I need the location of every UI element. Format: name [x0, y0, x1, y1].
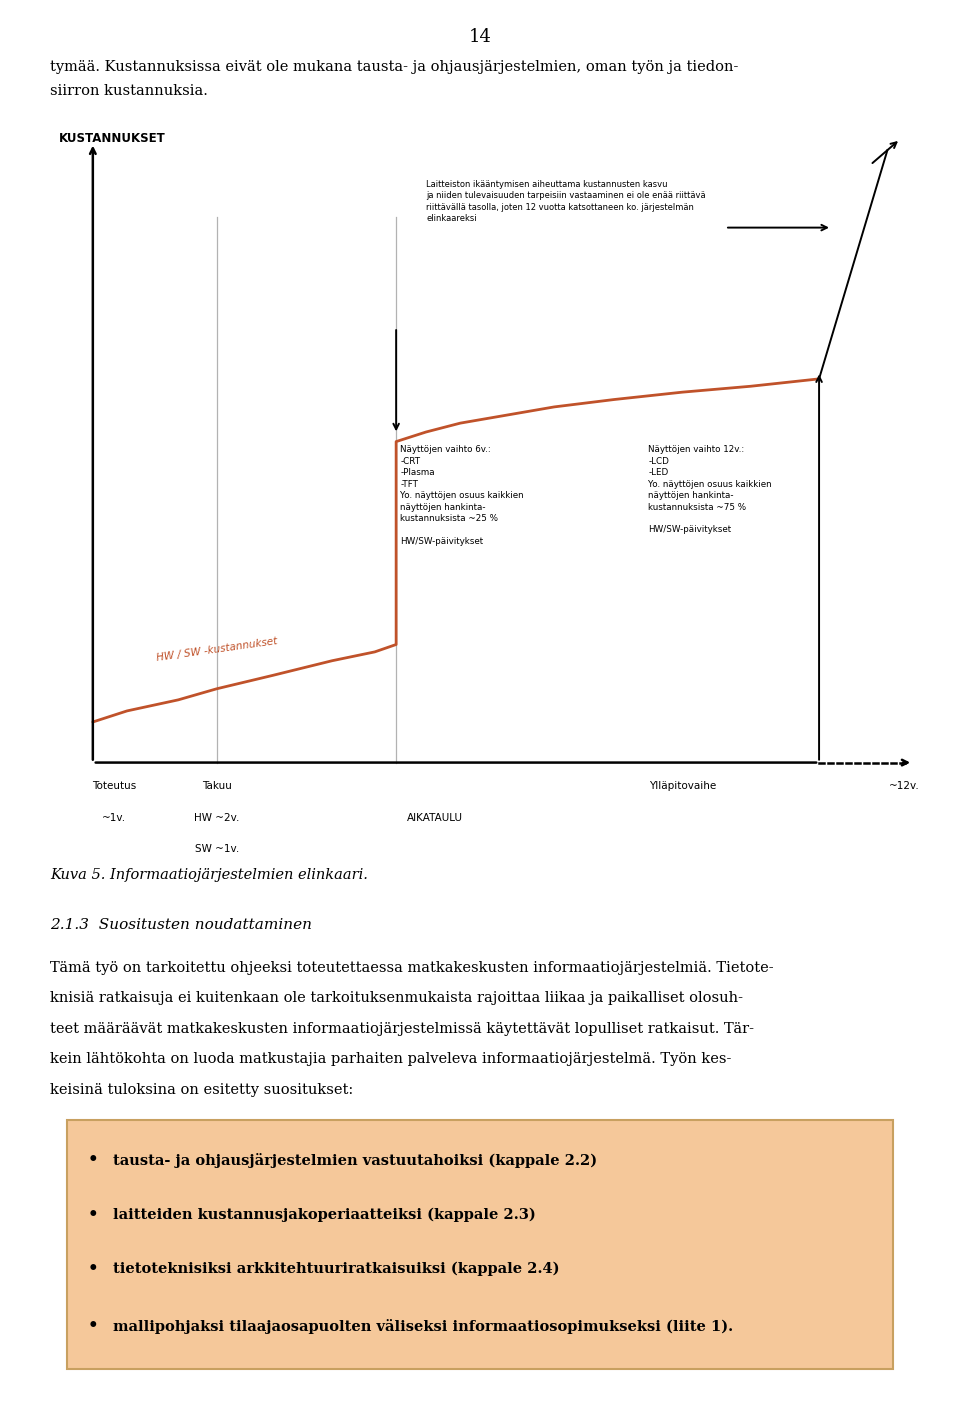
Text: AIKATAULU: AIKATAULU [407, 813, 463, 823]
Text: Kuva 5. Informaatiojärjestelmien elinkaari.: Kuva 5. Informaatiojärjestelmien elinkaa… [50, 868, 368, 883]
Text: •: • [88, 1260, 99, 1279]
Text: 14: 14 [468, 28, 492, 47]
Text: 2.1.3  Suositusten noudattaminen: 2.1.3 Suositusten noudattaminen [50, 918, 312, 932]
Text: Takuu: Takuu [202, 780, 231, 790]
Text: tausta- ja ohjausjärjestelmien vastuutahoiksi (kappale 2.2): tausta- ja ohjausjärjestelmien vastuutah… [112, 1152, 597, 1168]
Text: kein lähtökohta on luoda matkustajia parhaiten palveleva informaatiojärjestelmä.: kein lähtökohta on luoda matkustajia par… [50, 1053, 732, 1066]
Text: teet määräävät matkakeskusten informaatiojärjestelmissä käytettävät lopulliset r: teet määräävät matkakeskusten informaati… [50, 1022, 754, 1036]
Text: •: • [88, 1317, 99, 1335]
Text: Näyttöjen vaihto 12v.:
-LCD
-LED
Yo. näyttöjen osuus kaikkien
näyttöjen hankinta: Näyttöjen vaihto 12v.: -LCD -LED Yo. näy… [648, 446, 772, 535]
Text: mallipohjaksi tilaajaosapuolten väliseksi informaatiosopimukseksi (liite 1).: mallipohjaksi tilaajaosapuolten väliseks… [112, 1318, 732, 1334]
Text: Ylläpitovaihe: Ylläpitovaihe [649, 780, 716, 790]
Text: knisiä ratkaisuja ei kuitenkaan ole tarkoituksenmukaista rajoittaa liikaa ja pai: knisiä ratkaisuja ei kuitenkaan ole tark… [50, 990, 743, 1005]
Text: Näyttöjen vaihto 6v.:
-CRT
-Plasma
-TFT
Yo. näyttöjen osuus kaikkien
näyttöjen h: Näyttöjen vaihto 6v.: -CRT -Plasma -TFT … [400, 446, 524, 546]
Text: keisinä tuloksina on esitetty suositukset:: keisinä tuloksina on esitetty suositukse… [50, 1083, 353, 1097]
Text: •: • [88, 1206, 99, 1223]
Text: tymää. Kustannuksissa eivät ole mukana tausta- ja ohjausjärjestelmien, oman työn: tymää. Kustannuksissa eivät ole mukana t… [50, 60, 738, 74]
FancyBboxPatch shape [67, 1121, 893, 1368]
Text: HW ~2v.: HW ~2v. [194, 813, 239, 823]
Text: SW ~1v.: SW ~1v. [195, 844, 239, 854]
Text: laitteiden kustannusjakoperiaatteiksi (kappale 2.3): laitteiden kustannusjakoperiaatteiksi (k… [112, 1208, 536, 1222]
Text: HW / SW -kustannukset: HW / SW -kustannukset [156, 636, 277, 663]
Text: ~1v.: ~1v. [102, 813, 127, 823]
Text: Toteutus: Toteutus [92, 780, 136, 790]
Text: tietoteknisiksi arkkitehtuuriratkaisuiksi (kappale 2.4): tietoteknisiksi arkkitehtuuriratkaisuiks… [112, 1261, 559, 1277]
Text: ~12v.: ~12v. [889, 780, 920, 790]
Text: Laitteiston ikääntymisen aiheuttama kustannusten kasvu
ja niiden tulevaisuuden t: Laitteiston ikääntymisen aiheuttama kust… [426, 180, 706, 223]
Text: Tämä työ on tarkoitettu ohjeeksi toteutettaessa matkakeskusten informaatiojärjes: Tämä työ on tarkoitettu ohjeeksi toteute… [50, 961, 774, 975]
Text: KUSTANNUKSET: KUSTANNUKSET [59, 132, 165, 145]
Text: siirron kustannuksia.: siirron kustannuksia. [50, 84, 207, 98]
Text: •: • [88, 1151, 99, 1169]
